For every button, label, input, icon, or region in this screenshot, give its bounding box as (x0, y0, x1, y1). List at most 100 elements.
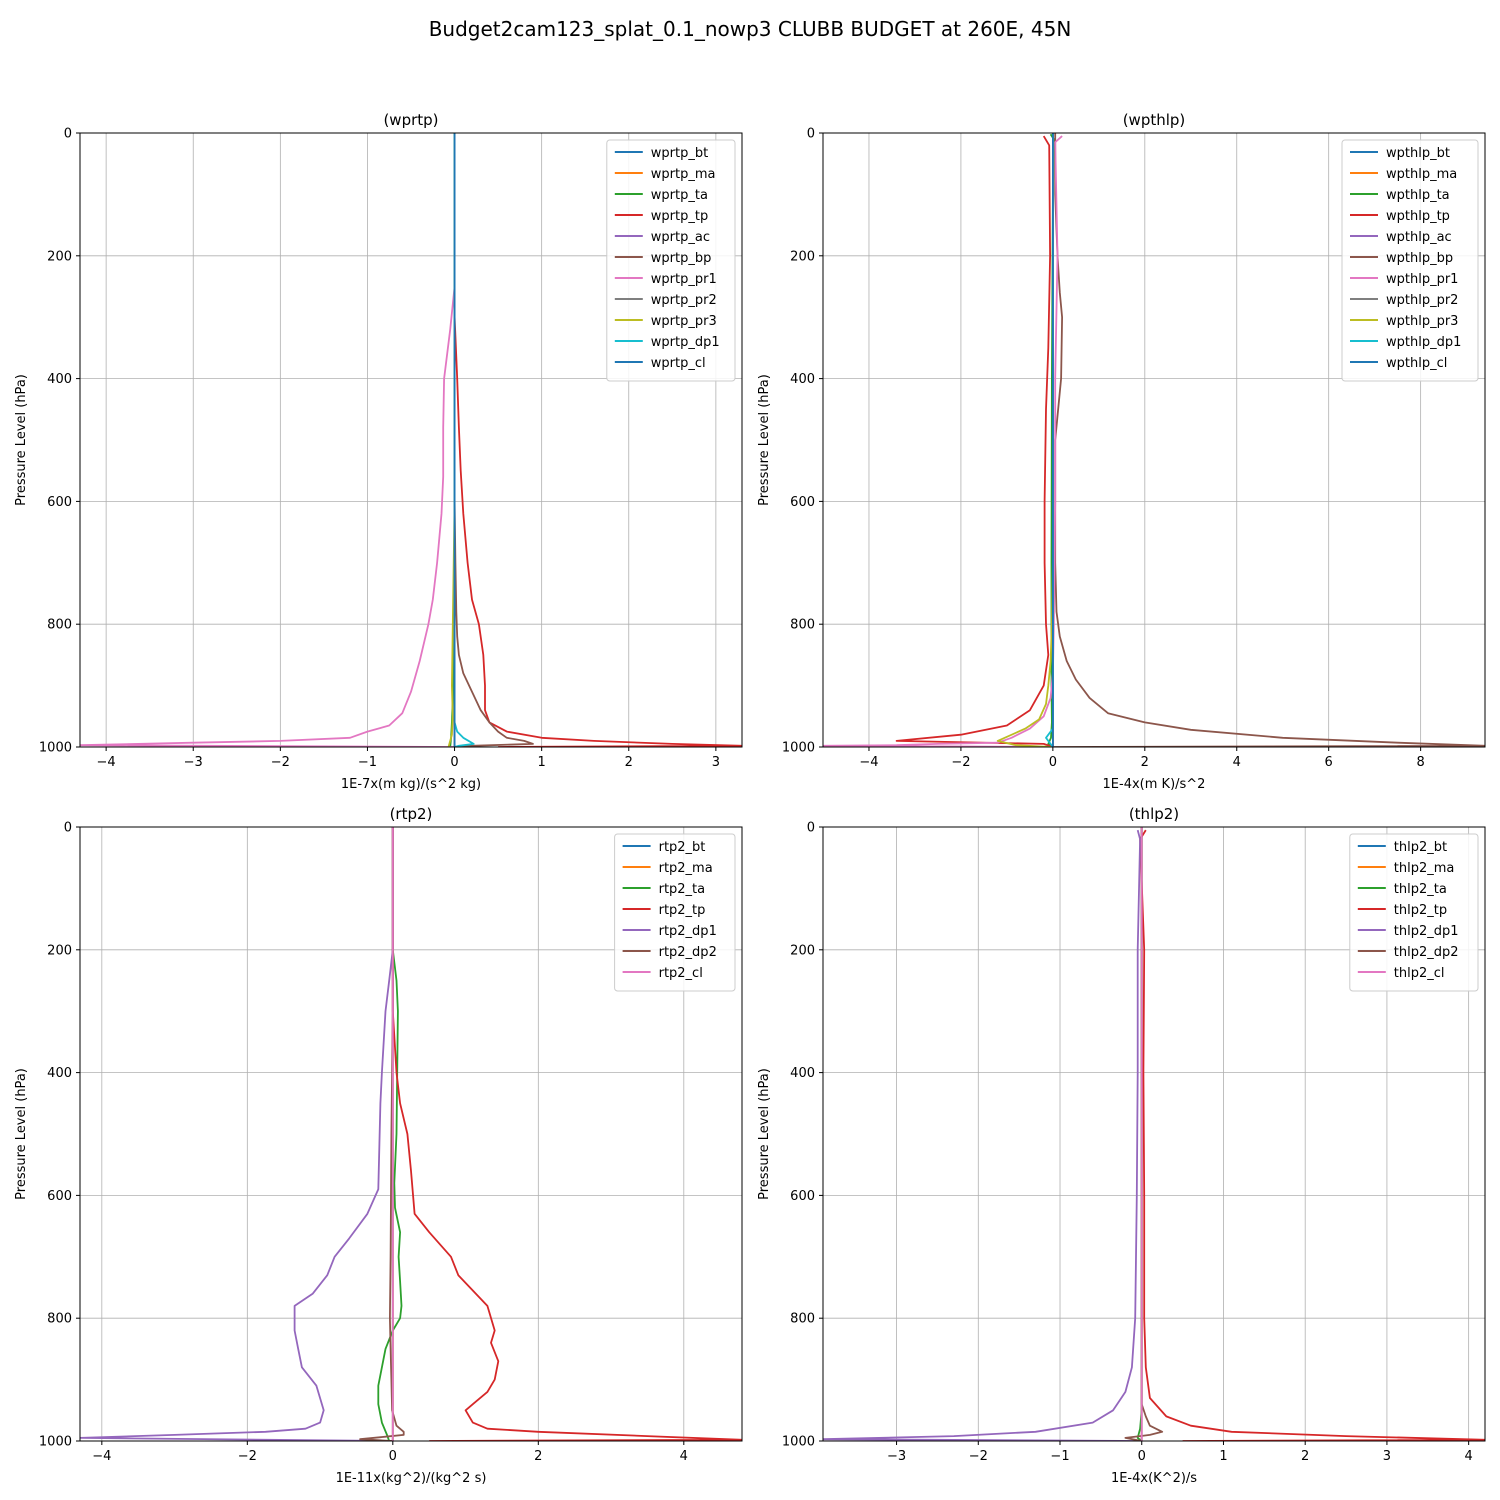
series-line-rtp2_dp1 (80, 827, 394, 1441)
series-group (80, 827, 742, 1441)
x-tick-label: 0 (389, 1449, 397, 1464)
panel-title: (rtp2) (390, 805, 433, 823)
x-tick-label: −2 (951, 755, 970, 770)
series-line-rtp2_dp2 (359, 827, 405, 1441)
y-axis-label: Pressure Level (hPa) (757, 1068, 772, 1200)
x-tick-label: 4 (680, 1449, 688, 1464)
y-axis-label: Pressure Level (hPa) (14, 1068, 29, 1200)
x-tick-label: −2 (238, 1449, 257, 1464)
x-tick-label: 2 (534, 1449, 542, 1464)
series-line-wprtp_pr1 (80, 133, 456, 747)
y-tick-label: 200 (790, 943, 815, 958)
x-axis-label: 1E-7x(m kg)/(s^2 kg) (341, 777, 481, 792)
panel-title: (wpthlp) (1123, 111, 1186, 129)
legend-entry: wpthlp_pr1 (1386, 272, 1458, 287)
legend-entry: rtp2_dp2 (659, 945, 717, 960)
legend-entry: thlp2_bt (1394, 840, 1447, 855)
axes-frame (822, 826, 1486, 1442)
series-line-wprtp_tp (453, 133, 742, 747)
y-tick-label: 1000 (782, 1435, 815, 1450)
y-tick-label: 1000 (782, 741, 815, 756)
panel-2: −4 −2 0 2 4 0 200 400 600 800 1000 (rtp2) 1E-11x(kg^… (14, 805, 743, 1486)
series-line-thlp2_dp1 (823, 829, 1142, 1441)
series-group (823, 827, 1485, 1441)
x-tick-label: 2 (1141, 755, 1149, 770)
legend-entry: wprtp_bt (651, 146, 708, 161)
x-tick-label: 2 (625, 755, 633, 770)
y-tick-label: 600 (790, 1189, 815, 1204)
y-tick-label: 400 (47, 372, 72, 387)
legend-entry: wprtp_bp (651, 251, 712, 266)
y-tick-label: 0 (807, 821, 815, 836)
legend-entry: wprtp_cl (651, 356, 706, 371)
y-tick-label: 800 (790, 618, 815, 633)
y-tick-label: 0 (807, 127, 815, 142)
axes-frame (79, 132, 743, 748)
y-axis-label: Pressure Level (hPa) (14, 374, 29, 506)
legend-entry: rtp2_cl (659, 966, 703, 981)
axes-frame (822, 132, 1486, 748)
x-tick-label: −4 (97, 755, 116, 770)
y-tick-label: 600 (47, 1189, 72, 1204)
series-line-thlp2_tp (1139, 829, 1485, 1441)
legend-entry: thlp2_cl (1394, 966, 1445, 981)
series-line-wpthlp_pr1 (823, 135, 1063, 747)
y-tick-label: 400 (790, 372, 815, 387)
legend-entry: thlp2_ta (1394, 882, 1447, 897)
panel-3: −3 −2 −1 0 1 2 3 4 0 200 400 600 800 1000 (thlp2) 1E-4x… (757, 805, 1486, 1486)
x-tick-label: −1 (1050, 1449, 1069, 1464)
series-line-wpthlp_bp (1052, 133, 1485, 747)
series-group (80, 133, 742, 747)
legend-entry: wprtp_pr1 (651, 272, 717, 287)
panel-0: −4 −3 −2 −1 0 1 2 3 0 200 400 600 800 1000 (wprtp) 1E-7… (14, 111, 743, 792)
x-axis-label: 1E-4x(K^2)/s (1111, 1471, 1197, 1486)
panel-title: (thlp2) (1129, 805, 1179, 823)
legend: thlp2_bt thlp2_ma thlp2_ta thlp2_tp thlp2_dp… (1349, 833, 1479, 992)
x-tick-label: −2 (969, 1449, 988, 1464)
legend-entry: wprtp_ta (651, 188, 708, 203)
x-tick-label: 1 (1219, 1449, 1227, 1464)
y-axis-label: Pressure Level (hPa) (757, 374, 772, 506)
x-tick-label: −4 (859, 755, 878, 770)
y-tick-label: 0 (64, 127, 72, 142)
legend-entry: wpthlp_ma (1386, 167, 1457, 182)
y-tick-label: 200 (47, 249, 72, 264)
x-tick-label: 0 (1049, 755, 1057, 770)
figure-title: Budget2cam123_splat_0.1_nowp3 CLUBB BUDG… (429, 17, 1072, 41)
y-tick-label: 0 (64, 821, 72, 836)
x-axis-label: 1E-11x(kg^2)/(kg^2 s) (336, 1471, 487, 1486)
legend-entry: wpthlp_bp (1386, 251, 1453, 266)
legend-entry: wpthlp_cl (1386, 356, 1447, 371)
series-line-wpthlp_tp (895, 135, 1054, 747)
x-tick-label: 6 (1325, 755, 1333, 770)
legend-entry: thlp2_dp1 (1394, 924, 1459, 939)
legend-entry: wpthlp_pr2 (1386, 293, 1458, 308)
legend: wpthlp_bt wpthlp_ma wpthlp_ta wpthlp_tpwpth… (1341, 139, 1479, 382)
x-tick-label: −3 (887, 1449, 906, 1464)
series-line-rtp2_tp (391, 827, 742, 1441)
series-line-wprtp_bp (453, 133, 534, 747)
x-tick-label: −4 (92, 1449, 111, 1464)
x-tick-label: −3 (184, 755, 203, 770)
x-tick-label: 2 (1301, 1449, 1309, 1464)
legend-entry: thlp2_dp2 (1394, 945, 1459, 960)
panel-title: (wprtp) (383, 111, 438, 129)
legend-entry: thlp2_ma (1394, 861, 1455, 876)
legend-entry: thlp2_tp (1394, 903, 1447, 918)
x-tick-label: 4 (1233, 755, 1241, 770)
legend-entry: wprtp_ma (651, 167, 716, 182)
series-line-rtp2_ta (377, 827, 403, 1441)
y-tick-label: 1000 (39, 1435, 72, 1450)
y-tick-label: 200 (47, 943, 72, 958)
x-tick-label: 0 (1138, 1449, 1146, 1464)
x-tick-label: 1 (538, 755, 546, 770)
x-tick-label: 4 (1465, 1449, 1473, 1464)
x-tick-label: 0 (450, 755, 458, 770)
y-tick-label: 200 (790, 249, 815, 264)
series-group (823, 133, 1485, 747)
legend-entry: wpthlp_ac (1386, 230, 1452, 245)
series-line-wpthlp_pr3 (996, 133, 1054, 747)
y-tick-label: 600 (47, 495, 72, 510)
x-tick-label: −2 (271, 755, 290, 770)
